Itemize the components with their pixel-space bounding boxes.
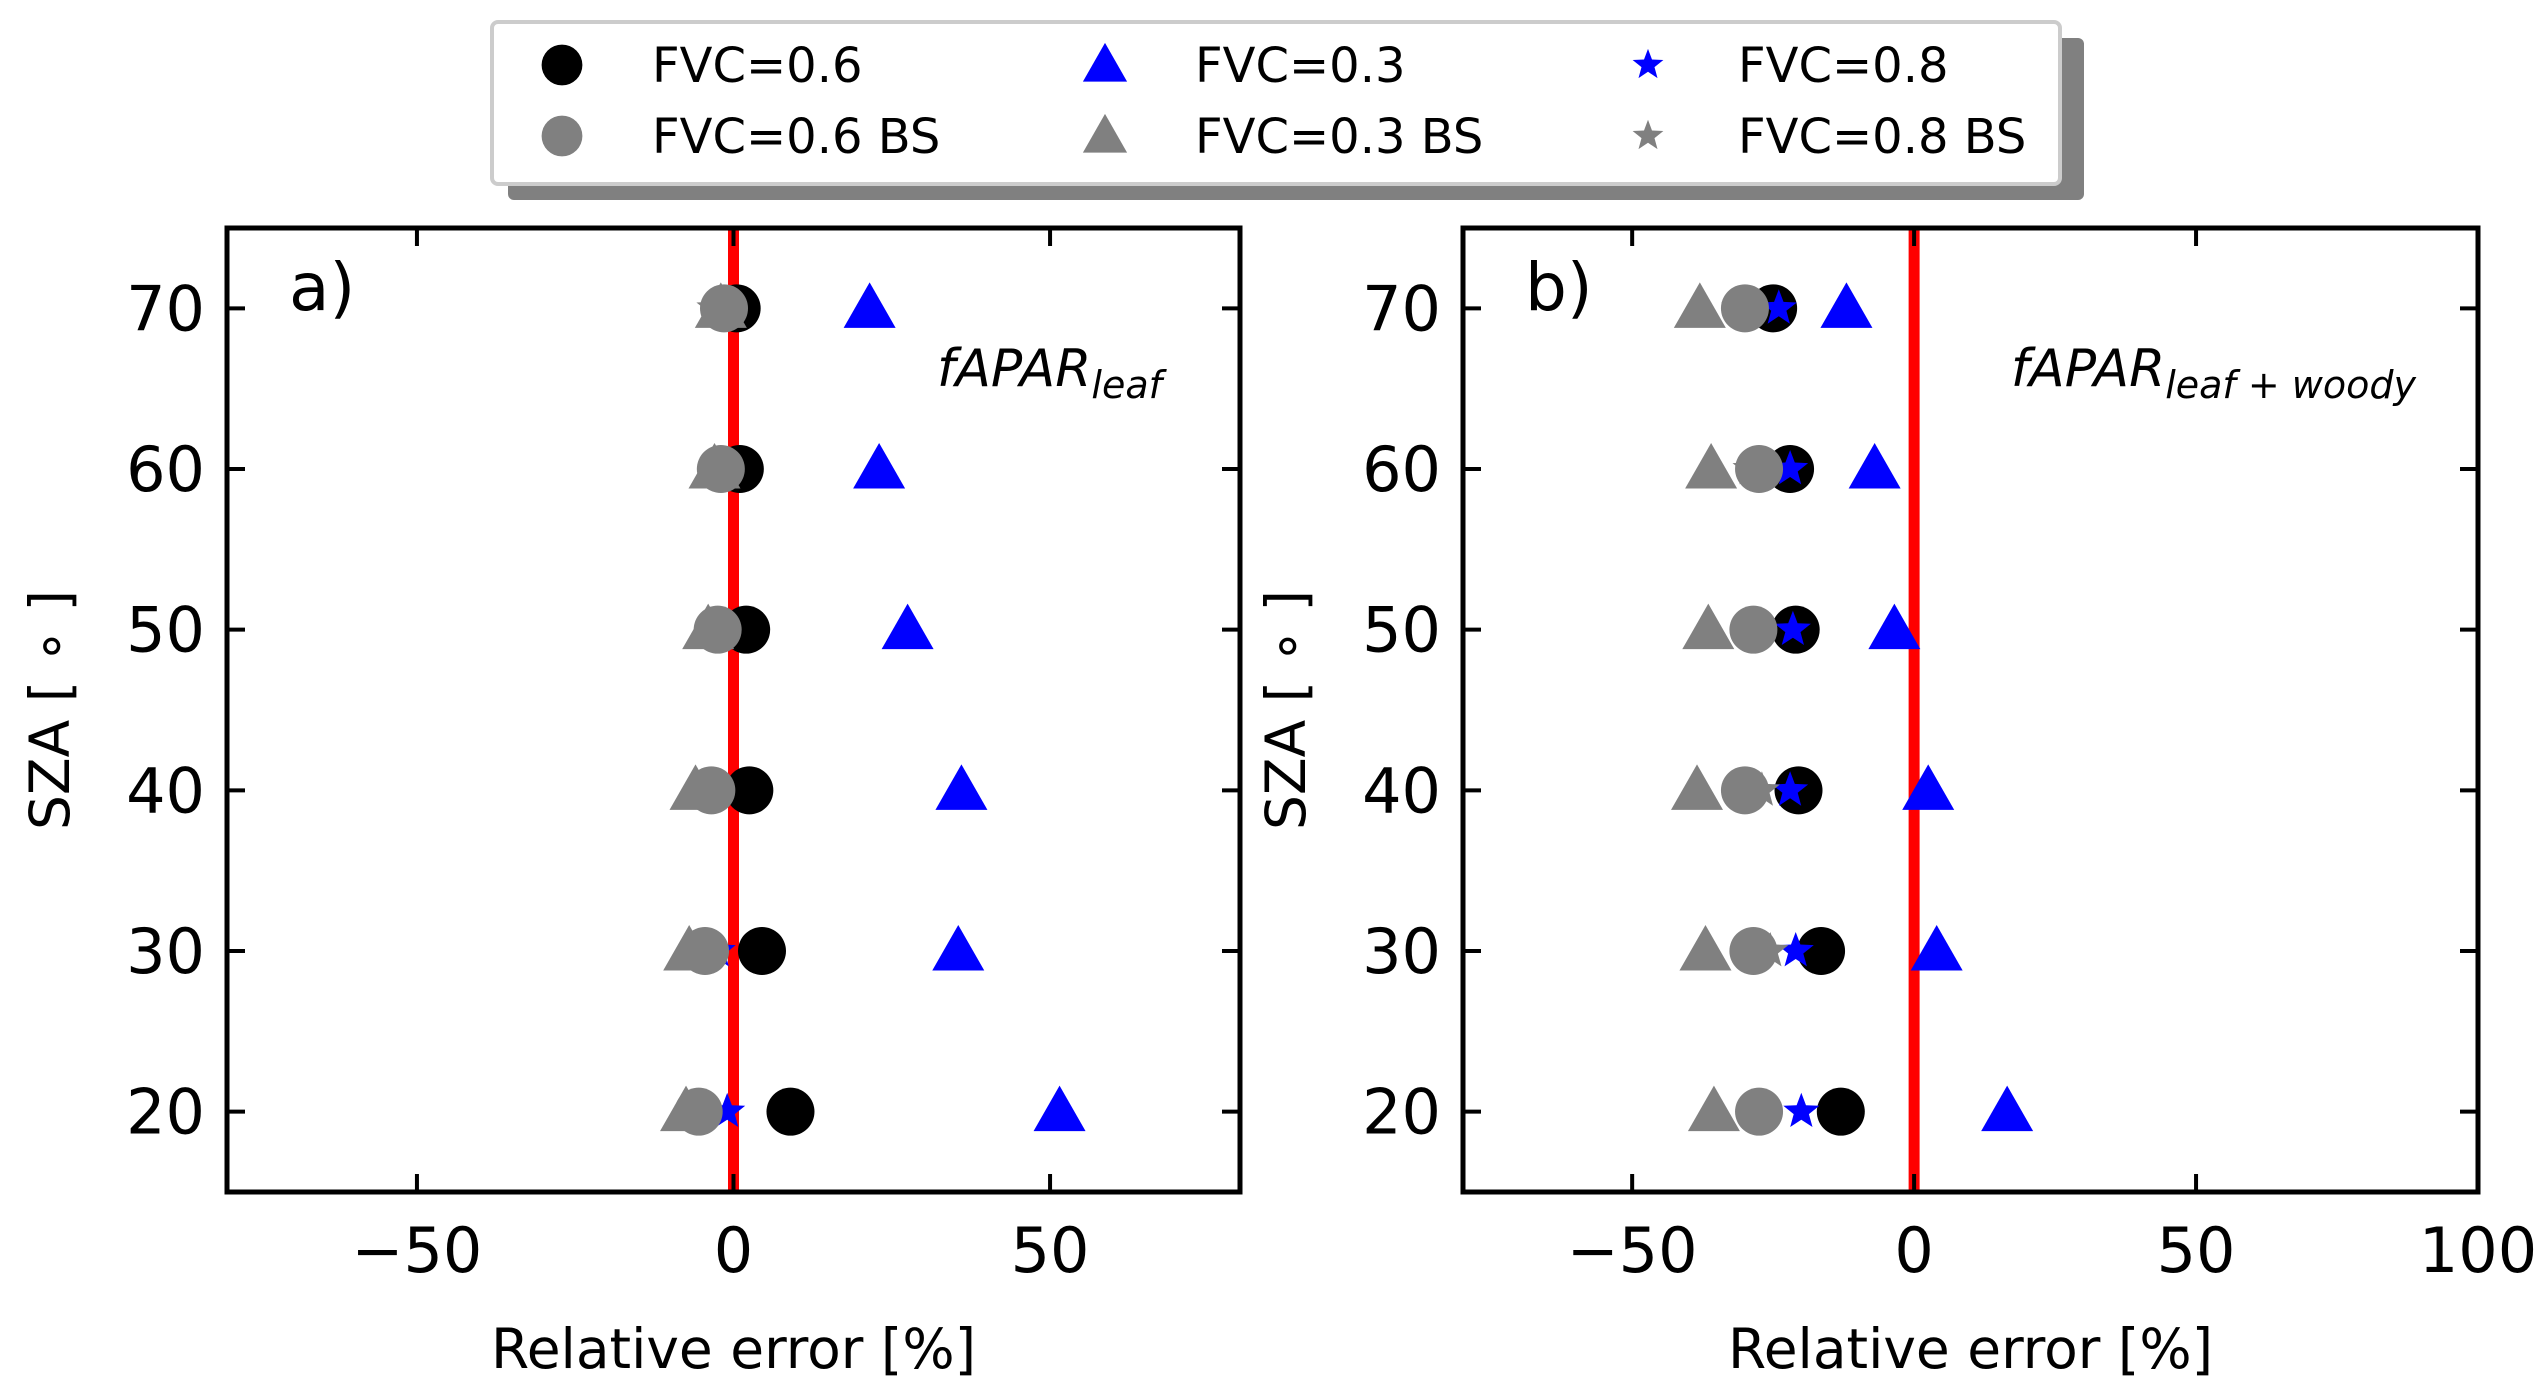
panel-a-point-fvc-0-8-sza-20 [709, 1092, 746, 1127]
legend-marker-fvc-0-3-bs [1082, 113, 1128, 153]
panel-a-point-fvc-0-3-sza-60 [853, 443, 906, 489]
panel-a-point-fvc-0-3-sza-20 [1033, 1085, 1086, 1132]
panel-b-point-fvc-0-3-sza-70 [1820, 282, 1873, 328]
panel-a-point-fvc-0-3-sza-30 [932, 925, 985, 971]
panel-b-annotation-subscript: leaf + woody [2165, 363, 2416, 407]
legend-label-fvc-0-6-bs: FVC=0.6 BS [652, 109, 940, 165]
panel-a-point-fvc-0-6-sza-30 [737, 927, 786, 975]
panel-b: −50 0 50 100 20 30 40 50 60 70 Relative error [%] S… [1254, 225, 2537, 1381]
panel-b-x-tick-label: 100 [2419, 1214, 2537, 1287]
panel-b-label: b) [1525, 249, 1593, 326]
panel-a-point-fvc-0-8-bs-sza-60 [702, 450, 739, 485]
panel-b-point-fvc-0-8-sza-70 [1760, 289, 1797, 324]
legend-box [490, 20, 2062, 186]
panel-a-label: a) [289, 249, 355, 326]
panel-a-point-fvc-0-8-bs-sza-40 [686, 771, 724, 806]
panel-a-point-fvc-0-8-bs-sza-20 [674, 1092, 711, 1127]
panel-b-point-fvc-0-8-bs-sza-60 [1732, 450, 1769, 485]
panel-b-point-fvc-0-6-bs-sza-40 [1720, 766, 1769, 815]
panel-b-point-fvc-0-6-bs-sza-30 [1729, 927, 1778, 975]
panel-b-y-tick-label: 20 [1362, 1076, 1441, 1149]
panel-b-point-fvc-0-6-sza-20 [1816, 1087, 1865, 1136]
panel-b-point-fvc-0-3-sza-40 [1902, 764, 1955, 810]
panel-a-y-tick-label: 50 [126, 594, 205, 667]
legend-label-fvc-0-8-bs: FVC=0.8 BS [1738, 109, 2026, 165]
panel-a-y-tick-label: 20 [126, 1076, 205, 1149]
panel-a-point-fvc-0-8-bs-sza-50 [696, 610, 733, 645]
panel-a-annotation-subscript: leaf [1091, 363, 1167, 407]
panel-b-y-tick-label: 50 [1362, 594, 1441, 667]
legend-marker-fvc-0-8-bs [1632, 119, 1664, 150]
panel-a-point-fvc-0-3-sza-50 [881, 603, 934, 650]
legend-label-fvc-0-6: FVC=0.6 [652, 38, 863, 94]
legend-label-fvc-0-3-bs: FVC=0.3 BS [1195, 109, 1483, 165]
panel-b-x-tick-label: −50 [1567, 1214, 1698, 1287]
panel-a-annotation-main: fAPAR [937, 339, 1091, 399]
panel-a-annotation: fAPARleaf [937, 339, 1168, 407]
panel-b-x-tick-label: 0 [1894, 1214, 1933, 1287]
panel-a-point-fvc-0-6-sza-20 [766, 1087, 815, 1136]
panel-b-point-fvc-0-8-bs-sza-40 [1743, 771, 1780, 806]
panel-a-point-fvc-0-3-sza-40 [935, 764, 988, 810]
panel-b-point-fvc-0-3-sza-60 [1848, 443, 1901, 489]
panel-a-x-tick-label: 0 [714, 1214, 753, 1287]
legend-label-fvc-0-3: FVC=0.3 [1195, 38, 1406, 94]
panel-b-x-tick-label: 50 [2157, 1214, 2236, 1287]
panel-b-point-fvc-0-3-bs-sza-60 [1685, 443, 1738, 489]
panel-b-point-fvc-0-3-bs-sza-20 [1687, 1085, 1740, 1132]
panel-b-x-axis-label: Relative error [%] [1728, 1317, 2213, 1381]
panel-a-y-tick-label: 40 [126, 754, 205, 827]
panel-b-point-fvc-0-8-bs-sza-70 [1721, 289, 1758, 324]
panel-b-point-fvc-0-3-sza-50 [1868, 603, 1921, 650]
legend-marker-fvc-0-6-bs [541, 115, 583, 157]
panel-b-point-fvc-0-6-sza-30 [1797, 927, 1846, 975]
panel-b-point-fvc-0-8-bs-sza-50 [1738, 610, 1775, 645]
panel-b-y-tick-label: 30 [1362, 915, 1441, 988]
panel-a-x-axis-label: Relative error [%] [491, 1317, 976, 1381]
panel-b-point-fvc-0-8-sza-50 [1774, 610, 1811, 645]
panel-a-y-tick-label: 70 [126, 272, 205, 345]
panel-a-y-tick-label: 30 [126, 915, 205, 988]
panel-b-point-fvc-0-8-bs-sza-20 [1746, 1092, 1783, 1127]
panel-b-point-fvc-0-8-sza-20 [1783, 1092, 1820, 1127]
legend-marker-fvc-0-6 [541, 44, 583, 86]
panel-a-x-tick-label: −50 [352, 1214, 483, 1287]
panel-b-point-fvc-0-8-sza-60 [1772, 450, 1809, 485]
panel-a-point-fvc-0-8-bs-sza-70 [696, 289, 733, 324]
panel-a-x-tick-label: 50 [1011, 1214, 1090, 1287]
panel-a-y-tick-label: 60 [126, 433, 205, 506]
panel-b-y-tick-label: 70 [1362, 272, 1441, 345]
panel-b-point-fvc-0-3-bs-sza-30 [1679, 925, 1732, 971]
panel-b-y-axis-label: SZA [ ∘ ] [1254, 590, 1318, 830]
panel-b-annotation-main: fAPAR [2011, 339, 2165, 399]
legend-marker-fvc-0-3 [1082, 42, 1128, 82]
panel-b-point-fvc-0-8-bs-sza-30 [1752, 932, 1789, 967]
legend: FVC=0.6 FVC=0.3 FVC=0.8 FVC=0.6 BS FVC=0.3 B… [490, 20, 2084, 200]
legend-marker-fvc-0-8 [1632, 48, 1664, 79]
panel-b-y-tick-label: 40 [1362, 754, 1441, 827]
panel-b-y-tick-label: 60 [1362, 433, 1441, 506]
panel-b-annotation: fAPARleaf + woody [2011, 339, 2417, 407]
panel-b-point-fvc-0-3-sza-30 [1910, 925, 1963, 971]
panel-b-point-fvc-0-3-bs-sza-40 [1671, 764, 1724, 810]
panel-a-point-fvc-0-3-sza-70 [843, 282, 896, 328]
panel-b-point-fvc-0-3-bs-sza-70 [1673, 282, 1726, 328]
panel-b-point-fvc-0-3-bs-sza-50 [1682, 603, 1735, 650]
panel-a-point-fvc-0-8-bs-sza-30 [680, 932, 717, 967]
panel-a-y-axis-label: SZA [ ∘ ] [18, 590, 82, 830]
panel-a-point-fvc-0-6-sza-40 [725, 766, 774, 815]
panel-a: −50 0 50 20 30 40 50 60 70 Relative error [%] SZA … [18, 225, 1243, 1381]
panel-b-point-fvc-0-8-sza-40 [1772, 771, 1809, 806]
panel-b-point-fvc-0-3-sza-20 [1981, 1085, 2034, 1132]
legend-label-fvc-0-8: FVC=0.8 [1738, 38, 1949, 94]
panel-b-axes-frame [1460, 225, 2481, 1195]
panel-b-point-fvc-0-8-sza-30 [1777, 932, 1814, 967]
